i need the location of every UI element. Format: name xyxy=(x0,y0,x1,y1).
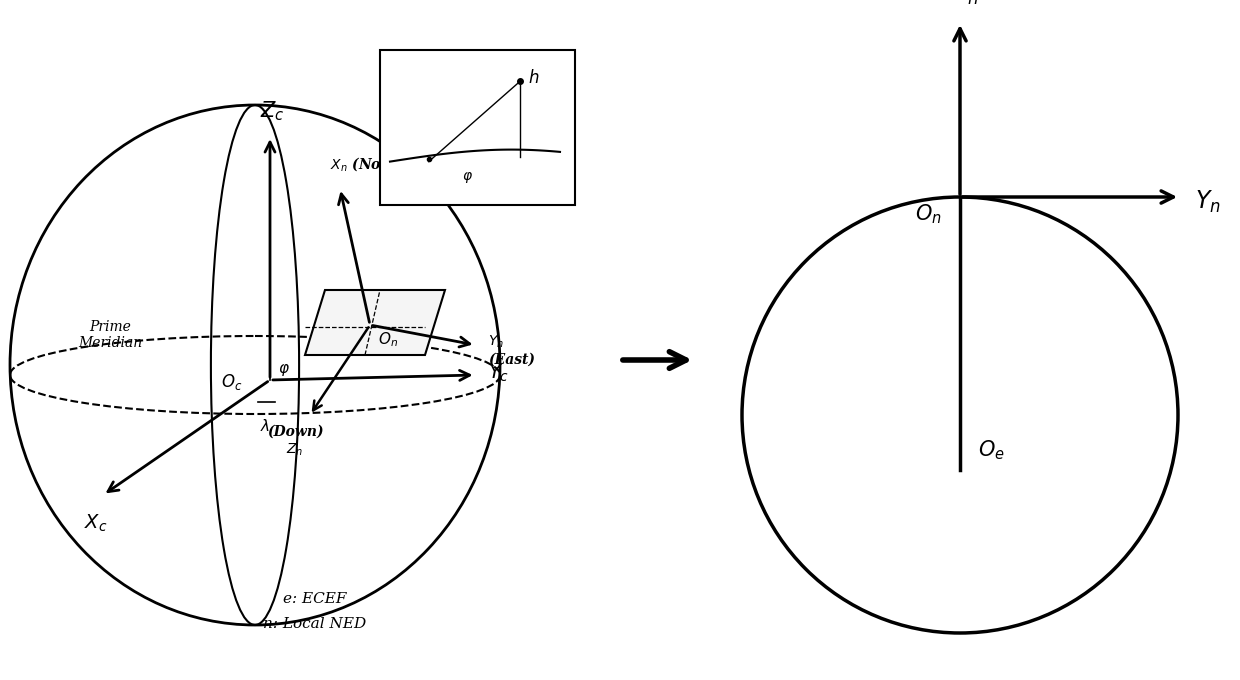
Text: (Down)
$Z_n$: (Down) $Z_n$ xyxy=(267,425,324,458)
Text: $Z_n$: $Z_n$ xyxy=(951,0,980,7)
Text: $O_n$: $O_n$ xyxy=(915,202,942,226)
Text: e: ECEF: e: ECEF xyxy=(283,592,347,606)
Text: $\varphi$: $\varphi$ xyxy=(278,362,290,378)
Text: $O_n$: $O_n$ xyxy=(378,330,398,349)
Text: $Y_n$
(East): $Y_n$ (East) xyxy=(487,334,534,367)
FancyBboxPatch shape xyxy=(379,50,575,205)
Text: $X_c$: $X_c$ xyxy=(84,512,108,534)
Text: $h$: $h$ xyxy=(528,69,539,86)
Text: $O_e$: $O_e$ xyxy=(978,438,1004,462)
Text: $\lambda$: $\lambda$ xyxy=(260,418,270,434)
Text: $\varphi$: $\varphi$ xyxy=(463,169,474,184)
Text: $Z_c$: $Z_c$ xyxy=(259,99,284,123)
Text: $Y_n$: $Y_n$ xyxy=(1195,189,1220,215)
Text: n: Local NED: n: Local NED xyxy=(263,617,367,631)
Text: $X_n$ (North): $X_n$ (North) xyxy=(330,155,412,173)
Text: Prime
Meridian: Prime Meridian xyxy=(78,320,143,350)
Text: $O_c$: $O_c$ xyxy=(221,372,242,392)
Text: $Y_c$: $Y_c$ xyxy=(487,362,510,384)
Polygon shape xyxy=(305,290,445,355)
